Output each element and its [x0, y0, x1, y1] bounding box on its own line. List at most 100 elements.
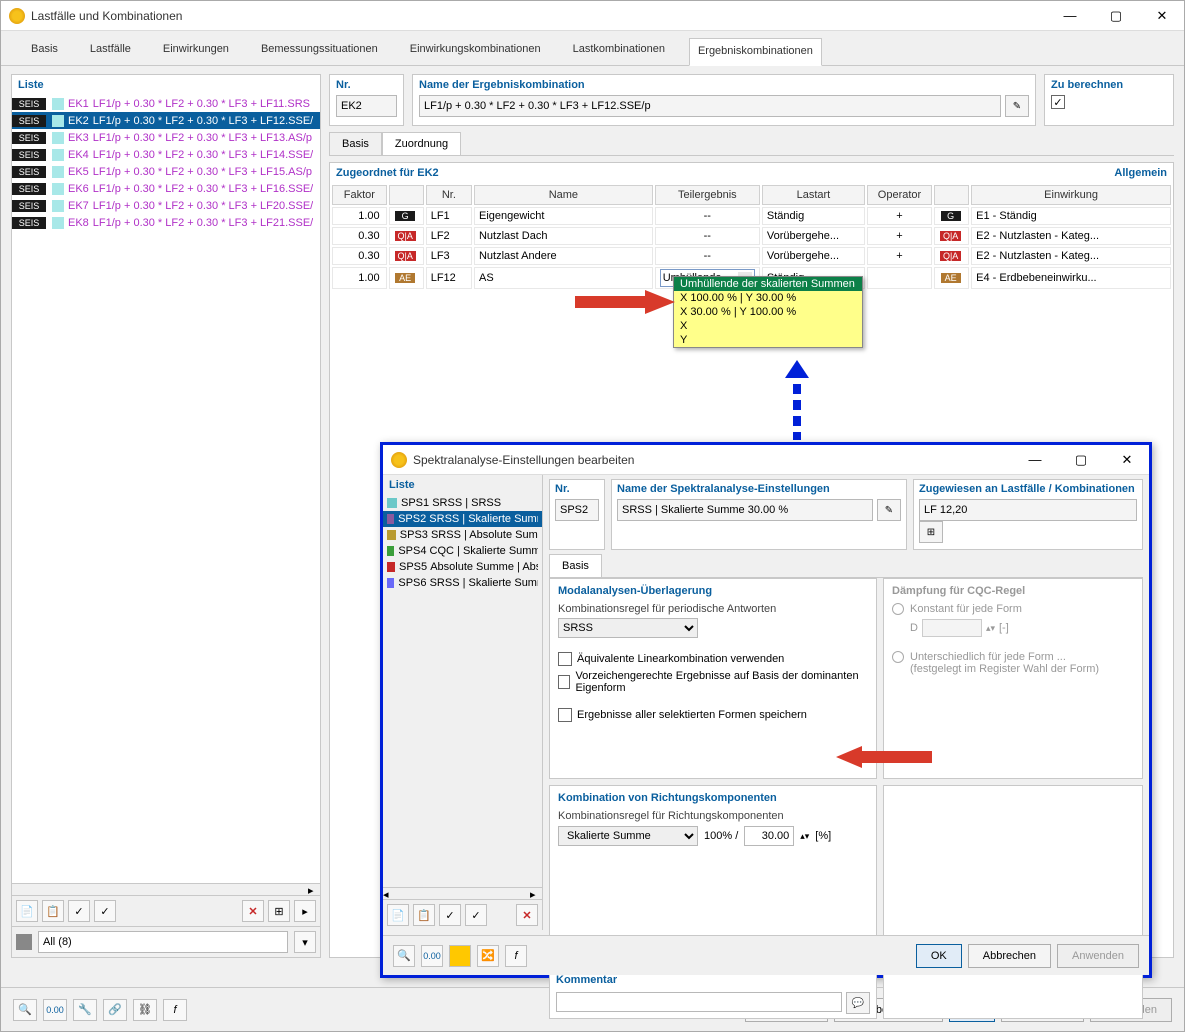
main-tab-5[interactable]: Lastkombinationen: [565, 37, 673, 65]
filter-input[interactable]: [38, 931, 288, 953]
new-icon[interactable]: 📄: [16, 900, 38, 922]
grid-header[interactable]: Nr.: [426, 185, 472, 205]
ek-row[interactable]: SEISEK5LF1/p + 0.30 * LF2 + 0.30 * LF3 +…: [12, 163, 320, 180]
allgemein-link[interactable]: Allgemein: [1114, 167, 1167, 179]
skalsumme-select[interactable]: Skalierte Summe: [558, 826, 698, 846]
name-input[interactable]: [419, 95, 1001, 117]
grid-header[interactable]: [389, 185, 424, 205]
check-icon[interactable]: ✓: [439, 904, 461, 926]
sps-row[interactable]: SPS6 SRSS | Skalierte Summe 100.: [383, 575, 542, 591]
delete-icon[interactable]: ✕: [242, 900, 264, 922]
main-tab-6[interactable]: Ergebniskombinationen: [689, 38, 822, 66]
dropdown-item[interactable]: Umhüllende der skalierten Summen: [674, 277, 862, 291]
precision-icon[interactable]: 0.00: [43, 999, 67, 1021]
edit-icon[interactable]: ✎: [877, 499, 901, 521]
main-tab-3[interactable]: Bemessungssituationen: [253, 37, 386, 65]
main-tab-1[interactable]: Lastfälle: [82, 37, 139, 65]
main-tab-4[interactable]: Einwirkungskombinationen: [402, 37, 549, 65]
assign-grid[interactable]: Faktor Nr.NameTeilergebnisLastartOperator…: [330, 183, 1173, 291]
grid-header[interactable]: Operator: [867, 185, 932, 205]
kommentar-btn[interactable]: 💬: [846, 992, 870, 1014]
ek-row[interactable]: SEISEK1LF1/p + 0.30 * LF2 + 0.30 * LF3 +…: [12, 95, 320, 112]
dropdown-item[interactable]: X 30.00 % | Y 100.00 %: [674, 305, 862, 319]
sps-nr-input[interactable]: [555, 499, 599, 521]
ek-row[interactable]: SEISEK8LF1/p + 0.30 * LF2 + 0.30 * LF3 +…: [12, 214, 320, 231]
copy-icon[interactable]: 📋: [413, 904, 435, 926]
sps-row[interactable]: SPS5 Absolute Summe | Absolute: [383, 559, 542, 575]
basis-tab[interactable]: Basis: [549, 554, 602, 577]
ok-button[interactable]: OK: [916, 944, 962, 968]
loadtype-badge: Q|A: [395, 251, 416, 261]
close-icon[interactable]: ✕: [1148, 6, 1176, 26]
sps-name-input[interactable]: [617, 499, 873, 521]
maximize-icon[interactable]: ▢: [1067, 450, 1095, 470]
minimize-icon[interactable]: —: [1021, 450, 1049, 470]
dropdown-item[interactable]: X: [674, 319, 862, 333]
fx-icon[interactable]: f: [505, 945, 527, 967]
dropdown-item[interactable]: Y: [674, 333, 862, 347]
grid-row[interactable]: 1.00GLF1Eigengewicht--Ständig+GE1 - Stän…: [332, 207, 1171, 225]
ek-row[interactable]: SEISEK4LF1/p + 0.30 * LF2 + 0.30 * LF3 +…: [12, 146, 320, 163]
ek-row[interactable]: SEISEK7LF1/p + 0.30 * LF2 + 0.30 * LF3 +…: [12, 197, 320, 214]
calc-checkbox[interactable]: [1051, 95, 1065, 109]
main-tab-2[interactable]: Einwirkungen: [155, 37, 237, 65]
sps-list[interactable]: SPS1 SRSS | SRSSSPS2 SRSS | Skalierte Su…: [383, 495, 542, 887]
precision-icon[interactable]: 0.00: [421, 945, 443, 967]
search-icon[interactable]: 🔍: [393, 945, 415, 967]
sub-tab-1[interactable]: Zuordnung: [382, 132, 461, 155]
grid-header[interactable]: [934, 185, 969, 205]
sps-row[interactable]: SPS1 SRSS | SRSS: [383, 495, 542, 511]
nav-icon[interactable]: ▸: [294, 900, 316, 922]
eqlin-checkbox[interactable]: Äquivalente Linearkombination verwenden: [558, 652, 868, 666]
teilergebnis-dropdown[interactable]: Umhüllende der skalierten SummenX 100.00…: [673, 276, 863, 348]
sps-row[interactable]: SPS2 SRSS | Skalierte Summe 30.00: [383, 511, 542, 527]
close-icon[interactable]: ✕: [1113, 450, 1141, 470]
ek-list[interactable]: SEISEK1LF1/p + 0.30 * LF2 + 0.30 * LF3 +…: [12, 95, 320, 883]
check2-icon[interactable]: ✓: [94, 900, 116, 922]
kommentar-input[interactable]: [556, 992, 842, 1012]
ek-row[interactable]: SEISEK2LF1/p + 0.30 * LF2 + 0.30 * LF3 +…: [12, 112, 320, 129]
grid-row[interactable]: 0.30Q|ALF3Nutzlast Andere--Vorübergehe..…: [332, 247, 1171, 265]
main-tab-0[interactable]: Basis: [23, 37, 66, 65]
fx-icon[interactable]: f: [163, 999, 187, 1021]
abbrechen-button[interactable]: Abbrechen: [968, 944, 1051, 968]
srss-select[interactable]: SRSS: [558, 618, 698, 638]
filter-color-icon[interactable]: [16, 934, 32, 950]
minimize-icon[interactable]: —: [1056, 6, 1084, 26]
sps-row[interactable]: SPS3 SRSS | Absolute Summe: [383, 527, 542, 543]
ergsave-checkbox[interactable]: Ergebnisse aller selektierten Formen spe…: [558, 708, 868, 722]
anwenden-button[interactable]: Anwenden: [1057, 944, 1139, 968]
link-icon[interactable]: 🔗: [103, 999, 127, 1021]
check2-icon[interactable]: ✓: [465, 904, 487, 926]
browse-icon[interactable]: ⊞: [919, 521, 943, 543]
unlink-icon[interactable]: ⛓: [133, 999, 157, 1021]
grid-header[interactable]: Name: [474, 185, 653, 205]
ek-row[interactable]: SEISEK3LF1/p + 0.30 * LF2 + 0.30 * LF3 +…: [12, 129, 320, 146]
color-icon[interactable]: [449, 945, 471, 967]
delete-icon[interactable]: ✕: [516, 904, 538, 926]
new-icon[interactable]: 📄: [387, 904, 409, 926]
assigned-input[interactable]: [919, 499, 1137, 521]
grid-header[interactable]: Teilergebnis: [655, 185, 760, 205]
tree-icon[interactable]: 🔀: [477, 945, 499, 967]
view-icon[interactable]: ⊞: [268, 900, 290, 922]
grid-row[interactable]: 0.30Q|ALF2Nutzlast Dach--Vorübergehe...+…: [332, 227, 1171, 245]
spectral-window: Spektralanalyse-Einstellungen bearbeiten…: [380, 442, 1152, 978]
ek-row[interactable]: SEISEK6LF1/p + 0.30 * LF2 + 0.30 * LF3 +…: [12, 180, 320, 197]
vz-checkbox[interactable]: Vorzeichengerechte Ergebnisse auf Basis …: [558, 670, 868, 694]
edit-icon[interactable]: ✎: [1005, 95, 1029, 117]
check-icon[interactable]: ✓: [68, 900, 90, 922]
nr-input[interactable]: [336, 95, 397, 117]
copy-icon[interactable]: 📋: [42, 900, 64, 922]
sps-row[interactable]: SPS4 CQC | Skalierte Summe 30.00: [383, 543, 542, 559]
maximize-icon[interactable]: ▢: [1102, 6, 1130, 26]
pct30-input[interactable]: [744, 826, 794, 846]
filter-dropdown-icon[interactable]: ▾: [294, 931, 316, 953]
grid-header[interactable]: Faktor: [332, 185, 387, 205]
grid-header[interactable]: Einwirkung: [971, 185, 1171, 205]
sub-tab-0[interactable]: Basis: [329, 132, 382, 155]
dropdown-item[interactable]: X 100.00 % | Y 30.00 %: [674, 291, 862, 305]
units-icon[interactable]: 🔧: [73, 999, 97, 1021]
search-icon[interactable]: 🔍: [13, 999, 37, 1021]
grid-header[interactable]: Lastart: [762, 185, 865, 205]
